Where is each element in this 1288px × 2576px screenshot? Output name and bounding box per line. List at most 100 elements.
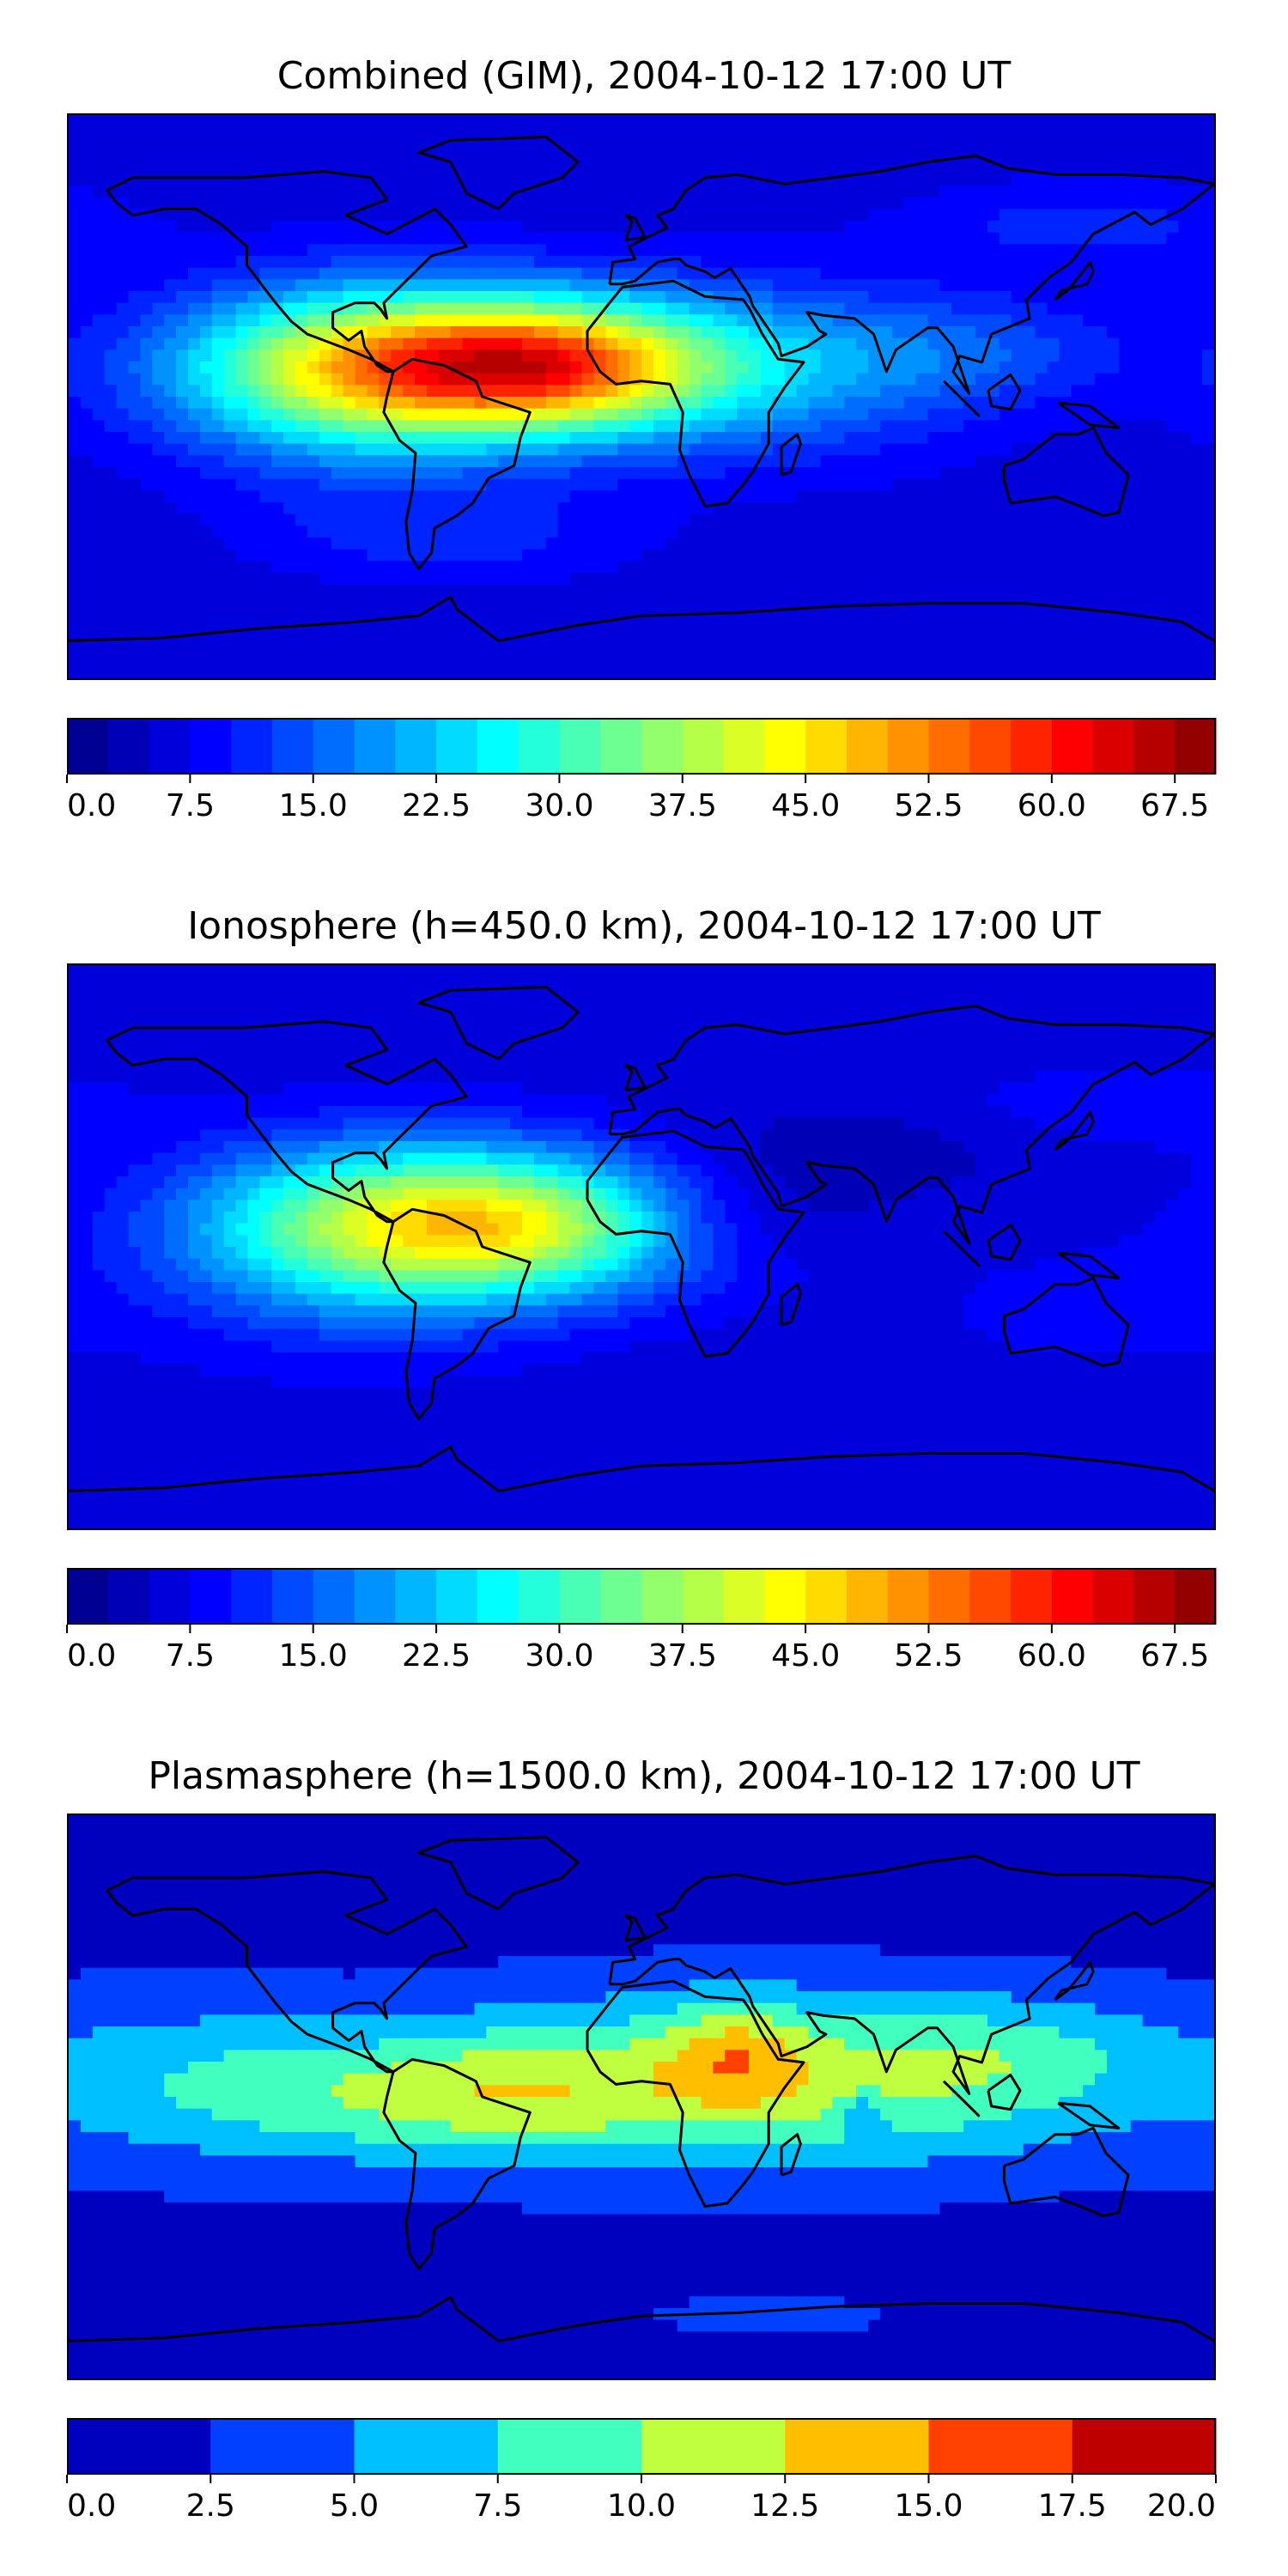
heatmap-cell: [844, 538, 857, 550]
heatmap-cell: [749, 267, 762, 280]
heatmap-cell: [844, 561, 857, 574]
heatmap-cell: [343, 467, 356, 480]
heatmap-cell: [856, 549, 869, 562]
heatmap-cell: [772, 478, 786, 491]
heatmap-cell: [522, 349, 535, 362]
heatmap-cell: [486, 244, 499, 257]
heatmap-cell: [879, 526, 893, 538]
heatmap-cell: [593, 965, 606, 978]
colorbar-swatch: [436, 718, 478, 775]
heatmap-cell: [891, 232, 905, 245]
heatmap-cell: [128, 988, 141, 1001]
heatmap-cell: [581, 291, 595, 304]
heatmap-cell: [462, 490, 476, 503]
heatmap-cell: [641, 150, 654, 163]
heatmap-cell: [760, 232, 774, 245]
heatmap-cell: [891, 608, 905, 621]
heatmap-cell: [1118, 185, 1132, 198]
heatmap-cell: [80, 397, 94, 410]
heatmap-cell: [1154, 326, 1168, 339]
heatmap-cell: [701, 373, 714, 386]
heatmap-cell: [641, 385, 654, 398]
heatmap-cell: [772, 221, 786, 234]
heatmap-cell: [665, 666, 678, 678]
heatmap-cell: [271, 513, 284, 526]
heatmap-cell: [128, 138, 141, 151]
heatmap-cell: [128, 976, 141, 989]
heatmap-cell: [796, 573, 810, 586]
heatmap-cell: [593, 337, 606, 350]
heatmap-cell: [868, 185, 881, 198]
heatmap-cell: [152, 561, 165, 574]
heatmap-cell: [939, 455, 952, 468]
heatmap-cell: [498, 314, 511, 327]
heatmap-cell: [749, 279, 762, 292]
heatmap-cell: [331, 965, 344, 978]
heatmap-cell: [879, 666, 893, 678]
heatmap-cell: [629, 502, 642, 515]
heatmap-cell: [701, 643, 714, 656]
heatmap-cell: [462, 115, 476, 128]
heatmap-cell: [176, 408, 189, 421]
heatmap-cell: [307, 573, 320, 586]
heatmap-cell: [283, 1000, 296, 1013]
coastline: [608, 154, 1214, 395]
heatmap-cell: [1202, 150, 1214, 163]
heatmap-cell: [1035, 302, 1048, 315]
heatmap-cell: [199, 361, 213, 374]
heatmap-cell: [581, 432, 595, 445]
chart-title-ionosphere: Ionosphere (h=450.0 km), 2004-10-12 17:0…: [187, 904, 1101, 948]
heatmap-cell: [545, 561, 559, 574]
heatmap-cell: [749, 420, 762, 433]
heatmap-cell: [939, 666, 952, 678]
heatmap-cell: [891, 256, 905, 269]
heatmap-cell: [450, 314, 464, 327]
heatmap-cell: [1118, 538, 1132, 550]
heatmap-cell: [331, 221, 344, 234]
heatmap-cell: [462, 302, 476, 315]
heatmap-cell: [939, 420, 952, 433]
heatmap-cell: [486, 561, 499, 574]
heatmap-cell: [522, 596, 535, 609]
heatmap-cell: [295, 256, 308, 269]
heatmap-cell: [426, 455, 440, 468]
heatmap-cell: [784, 443, 798, 456]
heatmap-cell: [856, 173, 869, 186]
heatmap-cell: [176, 467, 189, 480]
heatmap-cell: [1190, 256, 1203, 269]
heatmap-cell: [1190, 549, 1203, 562]
heatmap-cell: [1106, 337, 1120, 350]
heatmap-cell: [820, 432, 833, 445]
heatmap-cell: [211, 619, 225, 632]
heatmap-cell: [176, 326, 189, 339]
heatmap-cell: [1130, 232, 1144, 245]
heatmap-cell: [69, 385, 82, 398]
colorbar-swatch: [764, 718, 806, 775]
heatmap-cell: [1190, 432, 1203, 445]
heatmap-cell: [1190, 965, 1203, 978]
heatmap-cell: [1154, 631, 1168, 644]
heatmap-cell: [1166, 185, 1179, 198]
heatmap-cell: [283, 337, 296, 350]
heatmap-cell: [1142, 232, 1156, 245]
heatmap-cell: [223, 161, 237, 174]
heatmap-cell: [653, 126, 666, 139]
heatmap-cell: [689, 561, 702, 574]
heatmap-cell: [784, 513, 798, 526]
heatmap-cell: [247, 397, 260, 410]
heatmap-cell: [116, 209, 130, 222]
heatmap-cell: [677, 502, 690, 515]
heatmap-cell: [140, 455, 153, 468]
heatmap-cell: [665, 538, 678, 550]
heatmap-cell: [1166, 666, 1179, 678]
heatmap-cell: [319, 584, 332, 597]
heatmap-cell: [832, 115, 845, 128]
heatmap-ionosphere: [67, 963, 1216, 1530]
heatmap-cell: [307, 976, 320, 989]
heatmap-cell: [367, 965, 380, 978]
heatmap-cell: [1178, 397, 1191, 410]
heatmap-cell: [868, 513, 881, 526]
heatmap-cell: [772, 197, 786, 210]
heatmap-cell: [211, 965, 225, 978]
heatmap-cell: [1202, 385, 1214, 398]
